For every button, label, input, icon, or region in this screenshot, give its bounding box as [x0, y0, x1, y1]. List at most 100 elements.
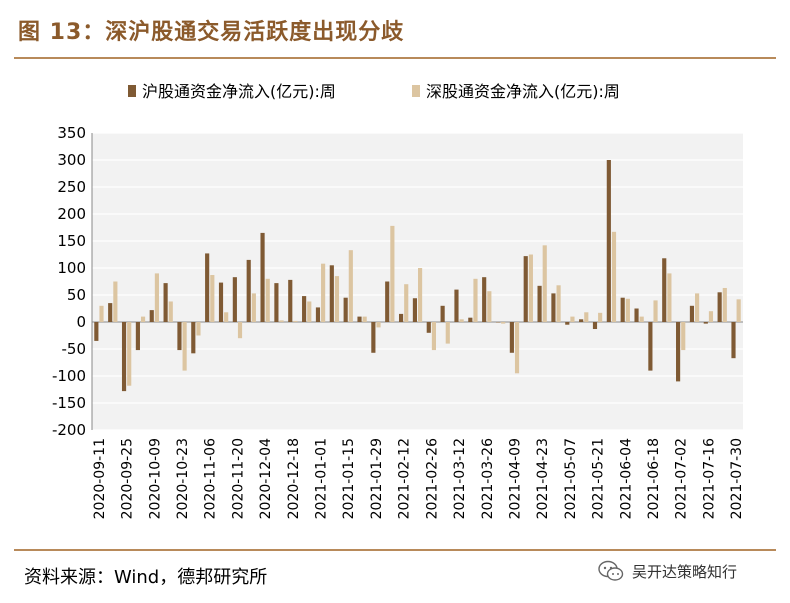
bar-hu — [454, 289, 459, 322]
bar-shen — [473, 278, 478, 322]
bar-shen — [625, 298, 630, 322]
bar-hu — [606, 160, 611, 322]
x-tick-label: 2021-03-12 — [452, 438, 468, 519]
bar-hu — [579, 319, 584, 322]
x-tick-label: 2021-02-12 — [397, 438, 413, 519]
bar-shen — [445, 322, 450, 344]
bar-shen — [653, 300, 658, 322]
source-note: 资料来源：Wind，德邦研究所 — [24, 567, 268, 588]
legend-label: 沪股通资金净流入(亿元):周 — [142, 82, 336, 101]
bar-hu — [482, 277, 487, 322]
x-tick-label: 2021-01-29 — [369, 438, 385, 519]
bar-hu — [468, 317, 473, 322]
x-tick-label: 2021-04-09 — [507, 438, 523, 519]
x-tick-label: 2021-07-02 — [674, 438, 690, 519]
bar-shen — [279, 320, 284, 322]
bar-shen — [99, 305, 104, 322]
bar-shen — [293, 320, 298, 322]
bar-shen — [570, 316, 575, 322]
y-tick-label: 0 — [76, 313, 86, 331]
bar-hu — [191, 322, 196, 354]
legend-swatch — [412, 85, 420, 97]
bar-hu — [260, 232, 265, 322]
bar-hu — [565, 322, 570, 325]
legend-label: 深股通资金净流入(亿元):周 — [426, 82, 620, 101]
bar-shen — [154, 273, 159, 322]
bar-shen — [431, 322, 437, 351]
bar-shen — [695, 293, 700, 322]
legend: 沪股通资金净流入(亿元):周 深股通资金净流入(亿元):周 — [128, 82, 620, 101]
bar-shen — [459, 319, 464, 322]
bar-shen — [265, 278, 270, 322]
legend-swatch — [128, 85, 136, 97]
y-axis-ticks: 350 300 250 200 150 100 50 0 -50 -100 -150 -200 — [52, 124, 86, 439]
y-tick-label: -100 — [52, 367, 86, 385]
y-tick-label: 300 — [57, 151, 86, 169]
bar-hu — [274, 283, 279, 322]
bar-hu — [440, 305, 445, 322]
bar-shen — [487, 291, 492, 322]
bar-hu — [592, 322, 598, 330]
bar-hu — [398, 313, 404, 322]
bar-hu — [108, 303, 113, 322]
bar-hu — [634, 308, 639, 322]
x-tick-label: 2020-10-09 — [147, 438, 163, 519]
bar-hu — [620, 297, 625, 322]
y-tick-label: 50 — [67, 286, 86, 304]
bar-hu — [302, 296, 307, 322]
bottom-rule — [14, 549, 776, 551]
bar-hu — [205, 253, 210, 322]
bar-shen — [598, 312, 603, 322]
bar-hu — [717, 292, 722, 322]
bar-hu — [288, 279, 293, 322]
bar-shen — [113, 281, 118, 322]
bar-shen — [390, 225, 395, 322]
x-tick-label: 2021-05-21 — [591, 438, 607, 519]
bar-hu — [357, 316, 362, 322]
bar-shen — [237, 322, 243, 339]
y-tick-label: 350 — [57, 124, 86, 142]
bar-hu — [703, 322, 708, 324]
bar-shen — [210, 275, 215, 322]
bar-hu — [121, 322, 127, 392]
figure-title: 图 13：深沪股通交易活跃度出现分歧 — [18, 20, 405, 45]
bar-hu — [385, 281, 390, 322]
bar-hu — [135, 322, 140, 351]
bar-shen — [528, 254, 533, 322]
plot-area — [92, 133, 743, 430]
bar-shen — [736, 299, 741, 322]
y-tick-label: 200 — [57, 205, 86, 223]
x-tick-label: 2020-09-11 — [92, 438, 108, 519]
y-tick-label: 150 — [57, 232, 86, 250]
watermark: 吴开达策略知行 — [598, 560, 737, 582]
bar-shen — [182, 322, 187, 371]
bar-hu — [218, 282, 224, 322]
bar-hu — [662, 258, 667, 322]
bar-shen — [334, 276, 340, 322]
bar-shen — [127, 322, 132, 386]
x-tick-label: 2021-01-15 — [341, 438, 357, 519]
x-tick-label: 2021-06-18 — [646, 438, 662, 519]
x-tick-label: 2020-10-23 — [175, 438, 191, 519]
bar-shen — [639, 316, 644, 322]
x-tick-label: 2020-12-04 — [258, 438, 274, 519]
y-tick-label: -50 — [62, 340, 87, 358]
bars — [94, 160, 741, 392]
bar-shen — [376, 322, 381, 328]
x-tick-label: 2021-03-26 — [480, 438, 496, 519]
bar-shen — [404, 284, 409, 322]
bar-shen — [321, 263, 326, 322]
bar-shen — [362, 316, 367, 322]
bar-hu — [495, 322, 501, 323]
bar-shen — [501, 322, 506, 324]
bar-shen — [708, 311, 714, 322]
wechat-icon — [598, 560, 624, 581]
bar-hu — [412, 298, 417, 322]
bar-shen — [140, 316, 146, 322]
bar-hu — [246, 259, 251, 322]
bar-shen — [722, 287, 727, 322]
x-tick-label: 2021-06-04 — [618, 438, 634, 519]
bar-shen — [514, 322, 520, 374]
bar-hu — [509, 322, 514, 353]
bar-shen — [584, 312, 589, 322]
